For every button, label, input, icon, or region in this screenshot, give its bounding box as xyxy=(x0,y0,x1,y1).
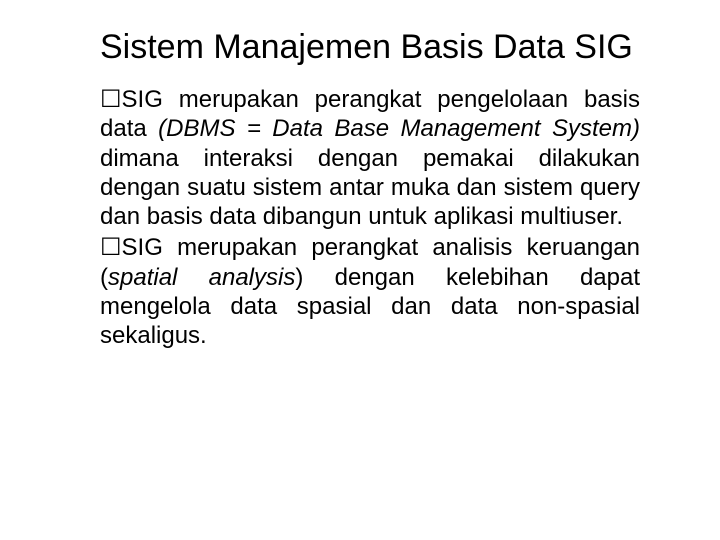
checkbox-bullet-icon: ☐ xyxy=(100,234,122,261)
para1-lead: SIG xyxy=(122,86,163,113)
bullet-paragraph-1: ☐SIG merupakan perangkat pengelolaan bas… xyxy=(100,85,640,231)
para1-italics: (DBMS = Data Base Management System) xyxy=(158,115,640,142)
para1-seg2: dimana interaksi dengan pemakai dilakuka… xyxy=(100,145,640,231)
slide-body: ☐SIG merupakan perangkat pengelolaan bas… xyxy=(100,85,640,350)
para2-italics: spatial analysis xyxy=(108,264,295,291)
slide-title: Sistem Manajemen Basis Data SIG xyxy=(100,28,640,67)
para2-lead: SIG xyxy=(122,234,163,261)
checkbox-bullet-icon: ☐ xyxy=(100,86,122,113)
bullet-paragraph-2: ☐SIG merupakan perangkat analisis keruan… xyxy=(100,233,640,350)
